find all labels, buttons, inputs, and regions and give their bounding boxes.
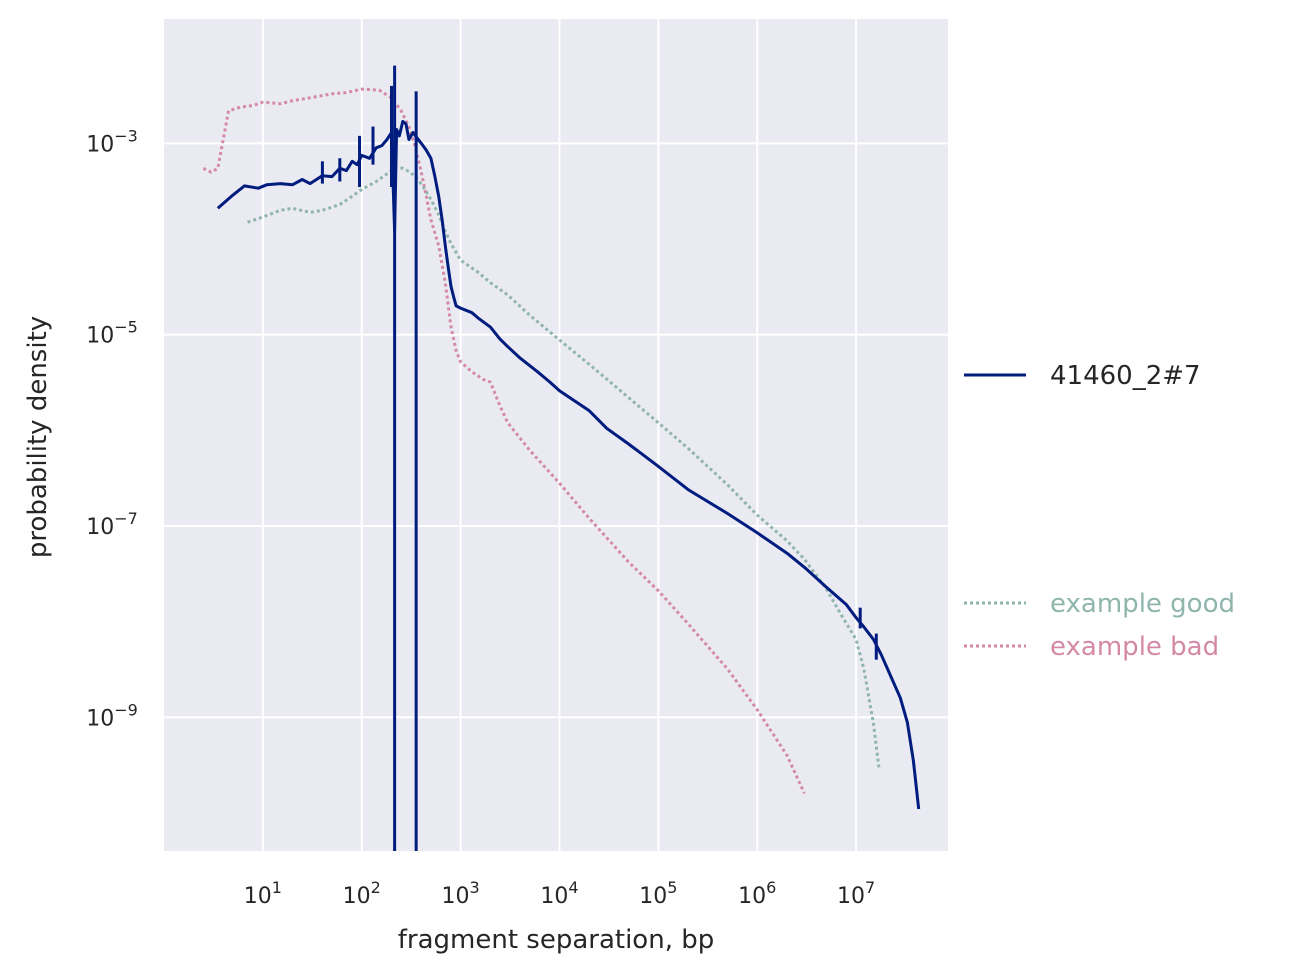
series-line bbox=[247, 166, 881, 768]
plot-background bbox=[164, 19, 948, 851]
x-axis-title: fragment separation, bp bbox=[398, 925, 714, 955]
x-tick-label: 106 bbox=[738, 878, 776, 909]
series-1 bbox=[247, 166, 881, 768]
legend-label: example bad bbox=[1050, 632, 1219, 662]
legend-label: 41460_2#7 bbox=[1050, 361, 1201, 391]
x-tick-label: 101 bbox=[244, 878, 282, 909]
y-tick-label: 10−7 bbox=[86, 509, 138, 540]
y-tick-label: 10−9 bbox=[86, 700, 138, 731]
x-tick-label: 102 bbox=[343, 878, 381, 909]
series-line bbox=[202, 87, 806, 795]
legend-label: example good bbox=[1050, 589, 1235, 619]
x-tick-label: 107 bbox=[837, 878, 875, 909]
y-axis-title: probability density bbox=[23, 316, 53, 558]
series-line bbox=[216, 119, 921, 810]
y-tick-label: 10−3 bbox=[86, 126, 138, 157]
series-0 bbox=[216, 65, 921, 851]
x-tick-label: 103 bbox=[442, 878, 480, 909]
y-tick-label: 10−5 bbox=[86, 318, 138, 349]
x-tick-label: 105 bbox=[639, 878, 677, 909]
series-2 bbox=[202, 87, 806, 795]
grid bbox=[164, 19, 948, 851]
x-tick-label: 104 bbox=[540, 878, 578, 909]
series-layer bbox=[202, 65, 921, 851]
ticks: 101 102 103 104 105 106 107 10−3 10−5 10−7 10−9 bbox=[86, 126, 875, 909]
